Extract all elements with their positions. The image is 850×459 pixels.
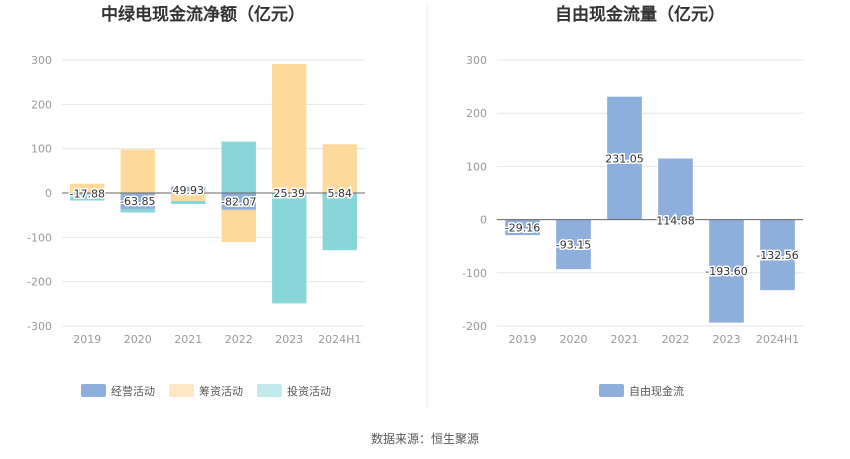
x-tick-label: 2023 [275, 333, 303, 346]
legend-label-financing: 筹资活动 [199, 384, 243, 398]
x-tick-label: 2019 [509, 333, 537, 346]
bar-operating [221, 193, 256, 210]
x-tick-label: 2020 [560, 333, 588, 346]
data-label: -132.56 [756, 249, 798, 262]
data-label: -82.07 [221, 195, 256, 208]
y-tick-label: 300 [466, 54, 487, 67]
bar-investing [221, 141, 256, 193]
x-tick-label: 2024H1 [756, 333, 799, 346]
chart-title-right: 自由现金流量（亿元） [555, 4, 725, 25]
bar-financing [70, 183, 105, 193]
bar-financing [221, 209, 256, 243]
legend-swatch-free-cash-flow [599, 384, 624, 397]
y-tick-label: -300 [27, 320, 52, 333]
bar-financing [171, 193, 206, 201]
y-tick-label: -100 [462, 267, 487, 280]
data-label: 231.05 [605, 153, 644, 166]
x-tick-label: 2023 [713, 333, 741, 346]
data-label: -29.16 [505, 222, 540, 235]
source-note: 数据来源：恒生聚源 [371, 431, 479, 446]
data-label: -193.60 [705, 265, 747, 278]
bar-operating [171, 186, 206, 193]
legend-swatch-operating [81, 384, 106, 397]
y-tick-label: -200 [462, 320, 487, 333]
y-tick-label: -100 [27, 231, 52, 244]
bar-investing [70, 193, 105, 201]
y-tick-label: 200 [31, 98, 52, 111]
legend-label-investing: 投资活动 [287, 384, 331, 398]
bar-free-cash-flow [607, 96, 642, 220]
bar-free-cash-flow [709, 219, 744, 323]
bar-financing [120, 149, 155, 193]
bar-operating [120, 193, 155, 209]
y-axis-right: 300 200 100 0 -100 -200 [462, 54, 487, 333]
net-cash-flow-chart: 中绿电现金流净额（亿元） 300 200 100 0 -100 -200 -300 -17.… [27, 4, 365, 398]
data-label: -93.15 [556, 238, 591, 251]
y-tick-label: 100 [31, 143, 52, 156]
bar-investing [272, 193, 307, 304]
legend-label-free-cash-flow: 自由现金流 [629, 384, 684, 398]
chart-title-left: 中绿电现金流净额（亿元） [101, 4, 305, 25]
bar-investing [120, 208, 155, 213]
data-label: -63.85 [120, 195, 155, 208]
bars-right [505, 96, 795, 323]
x-tick-label: 2022 [662, 333, 690, 346]
y-tick-label: 100 [466, 160, 487, 173]
x-tick-label: 2024H1 [318, 333, 361, 346]
x-tick-label: 2021 [611, 333, 639, 346]
data-label: 49.93 [173, 184, 205, 197]
x-tick-label: 2022 [225, 333, 253, 346]
data-label: 114.88 [656, 214, 695, 227]
y-axis-left: 300 200 100 0 -100 -200 -300 [27, 54, 52, 333]
bars-left [70, 63, 357, 304]
bar-investing [171, 200, 206, 205]
bar-financing [322, 144, 357, 193]
x-axis-left: 2019 2020 2021 2022 2023 2024H1 [73, 333, 361, 346]
bar-investing [322, 193, 357, 251]
legend-right: 自由现金流 [599, 384, 684, 398]
data-label: 25.39 [274, 187, 306, 200]
legend-label-operating: 经营活动 [111, 384, 155, 398]
grid-right [497, 59, 803, 327]
y-tick-label: -200 [27, 276, 52, 289]
y-tick-label: 0 [480, 214, 487, 227]
x-tick-label: 2019 [73, 333, 101, 346]
legend-swatch-financing [169, 384, 194, 397]
data-labels-left: -17.88 -63.85 49.93 -82.07 25.39 5.84 [68, 182, 353, 210]
free-cash-flow-chart: 自由现金流量（亿元） 300 200 100 0 -100 -200 -29.16 -93.… [462, 4, 803, 398]
bar-free-cash-flow [556, 219, 591, 270]
bar-free-cash-flow [658, 158, 693, 220]
data-label: -17.88 [70, 187, 105, 200]
y-tick-label: 300 [31, 54, 52, 67]
bar-free-cash-flow [505, 219, 540, 236]
y-tick-label: 200 [466, 107, 487, 120]
data-labels-right: -29.16 -93.15 231.05 114.88 -193.60 -132.56 [503, 151, 800, 279]
bar-free-cash-flow [760, 219, 795, 291]
legend-swatch-investing [257, 384, 282, 397]
bar-financing [272, 63, 307, 193]
x-tick-label: 2021 [174, 333, 202, 346]
data-label: 5.84 [328, 187, 353, 200]
legend-left: 经营活动 筹资活动 投资活动 [81, 384, 331, 398]
x-axis-right: 2019 2020 2021 2022 2023 2024H1 [509, 333, 800, 346]
x-tick-label: 2020 [124, 333, 152, 346]
y-tick-label: 0 [45, 187, 52, 200]
